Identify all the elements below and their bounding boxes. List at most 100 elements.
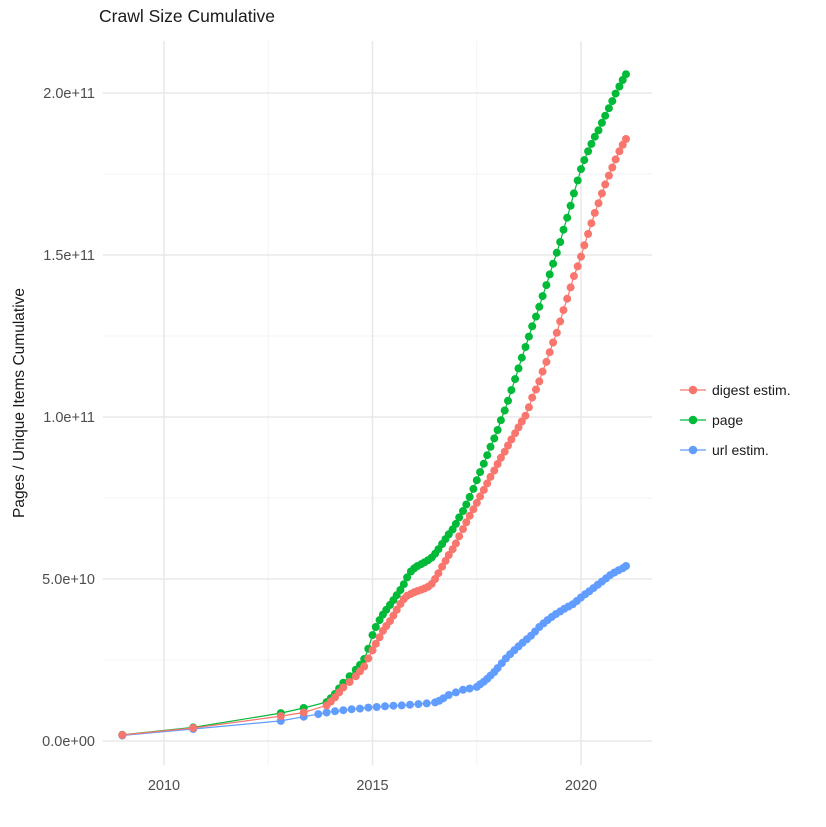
data-point	[559, 306, 568, 315]
data-point	[493, 460, 502, 468]
x-axis-tick-labels: 2010 2015 2020	[148, 778, 597, 794]
data-point	[604, 104, 613, 113]
data-point	[521, 411, 530, 420]
data-point	[368, 646, 377, 655]
data-point	[563, 213, 572, 222]
data-point	[422, 699, 431, 708]
data-point	[441, 556, 450, 565]
data-point	[566, 283, 575, 292]
gridlines-minor	[103, 41, 652, 765]
x-tick-label: 2010	[148, 778, 180, 794]
data-point	[511, 429, 520, 438]
data-point	[381, 702, 389, 711]
chart-title: Crawl Size Cumulative	[99, 6, 276, 26]
gridlines-major	[103, 41, 652, 765]
data-point	[577, 165, 585, 174]
data-point	[597, 118, 606, 127]
legend-item-url-estim: url estim.	[680, 440, 791, 460]
data-point	[622, 70, 630, 79]
data-point	[590, 208, 599, 217]
data-point	[552, 328, 561, 337]
series-page	[118, 70, 630, 739]
data-point	[371, 639, 380, 648]
data-point	[434, 569, 443, 578]
data-point	[364, 654, 373, 663]
data-point	[615, 147, 624, 156]
series-digest-estim	[118, 135, 630, 739]
data-point	[594, 199, 603, 208]
data-point	[573, 262, 582, 271]
data-point	[577, 252, 585, 261]
y-tick-label: 1.5e+11	[43, 248, 95, 264]
data-point	[608, 97, 617, 106]
data-point	[490, 466, 499, 475]
legend-item-page: page	[680, 410, 791, 430]
data-point	[438, 562, 447, 571]
data-point	[486, 472, 495, 481]
data-point	[584, 147, 593, 156]
data-point	[493, 426, 502, 434]
data-point	[459, 685, 467, 694]
data-point	[414, 700, 423, 709]
data-point	[618, 76, 627, 84]
y-tick-label: 2.0e+11	[43, 86, 95, 102]
data-point	[356, 704, 364, 713]
data-point	[345, 678, 354, 686]
data-point	[465, 511, 474, 520]
data-point	[299, 708, 308, 717]
data-point	[389, 701, 398, 710]
data-point	[389, 611, 398, 620]
data-point	[615, 82, 624, 91]
data-point	[542, 281, 551, 290]
data-point	[573, 176, 582, 185]
data-point	[556, 238, 565, 246]
data-point	[608, 163, 617, 172]
data-point	[396, 586, 405, 594]
data-point	[587, 139, 596, 148]
data-point	[590, 132, 599, 141]
y-tick-label: 0.0e+00	[42, 734, 95, 750]
data-point	[462, 500, 471, 509]
x-tick-label: 2015	[356, 778, 388, 794]
data-point	[622, 562, 630, 570]
data-point	[322, 708, 331, 717]
data-point	[448, 545, 457, 554]
data-point	[451, 688, 460, 697]
data-point	[517, 417, 526, 426]
data-point	[538, 292, 547, 301]
data-point	[459, 525, 467, 534]
data-point	[496, 416, 505, 425]
data-point	[476, 492, 485, 501]
legend-label: page	[712, 412, 744, 428]
series-url-estim	[118, 562, 630, 740]
data-point	[514, 423, 523, 432]
data-point	[545, 270, 554, 279]
data-point	[479, 485, 488, 494]
data-point	[189, 724, 198, 732]
data-point	[347, 705, 356, 714]
data-point	[532, 312, 540, 321]
data-point	[476, 468, 485, 477]
data-point	[611, 155, 620, 164]
data-point	[594, 126, 603, 135]
data-point	[507, 386, 516, 395]
y-tick-label: 1.0e+11	[43, 410, 95, 426]
data-point	[552, 248, 561, 257]
y-axis-tick-labels: 0.0e+00 5.0e+10 1.0e+11 1.5e+11 2.0e+11	[42, 86, 95, 750]
legend-item-digest-estim: digest estim.	[680, 380, 791, 400]
data-point	[276, 712, 285, 721]
data-point	[535, 377, 544, 386]
data-point	[372, 703, 381, 711]
data-point	[455, 513, 464, 522]
data-point	[444, 551, 453, 559]
data-point	[455, 532, 464, 541]
data-point	[580, 156, 589, 165]
data-point	[490, 434, 499, 443]
data-point	[397, 701, 406, 710]
data-point	[580, 241, 589, 250]
data-point	[459, 507, 467, 515]
data-point	[399, 580, 408, 589]
data-point	[339, 683, 348, 692]
data-point	[403, 573, 412, 582]
data-point	[504, 396, 512, 405]
